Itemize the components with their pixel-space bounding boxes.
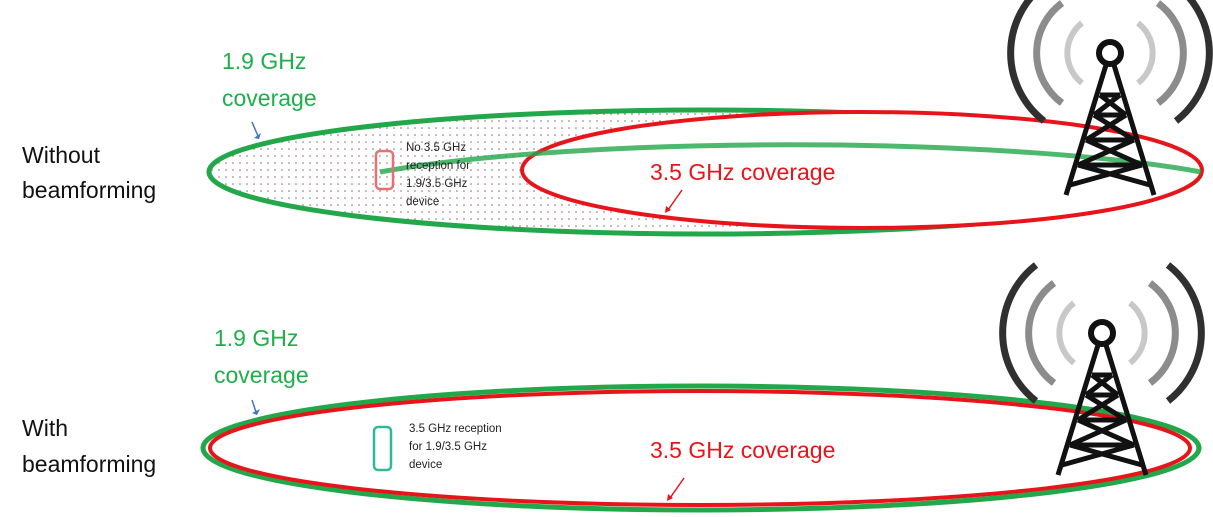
tower — [1003, 265, 1202, 475]
row-label: beamforming — [22, 451, 156, 477]
device-note: device — [406, 196, 439, 208]
red-label: 3.5 GHz coverage — [650, 159, 835, 185]
device-note: No 3.5 GHz — [406, 142, 466, 154]
device-note: 3.5 GHz reception — [409, 423, 502, 435]
row-label: beamforming — [22, 177, 156, 203]
panel-with: With beamforming 1.9 GHz coverage 3.5 GH… — [22, 265, 1202, 513]
phone-icon — [374, 149, 395, 191]
green-label: coverage — [214, 362, 309, 388]
row-label: Without — [22, 142, 101, 168]
phone-icon — [372, 425, 393, 472]
device-note: reception for — [406, 160, 470, 172]
device-note: device — [409, 459, 442, 471]
green-coverage — [200, 383, 1202, 513]
red-label: 3.5 GHz coverage — [650, 437, 835, 463]
green-label: coverage — [222, 85, 317, 111]
green-label: 1.9 GHz — [214, 325, 298, 351]
device-note: 1.9/3.5 GHz — [406, 178, 468, 190]
red-coverage — [208, 389, 1192, 507]
green-label: 1.9 GHz — [222, 48, 306, 74]
panel-without: Without beamforming 1.9 GHz coverage 3.5… — [22, 0, 1209, 237]
row-label: With — [22, 415, 68, 441]
red-coverage — [520, 110, 1204, 230]
device-note: for 1.9/3.5 GHz — [409, 441, 487, 453]
